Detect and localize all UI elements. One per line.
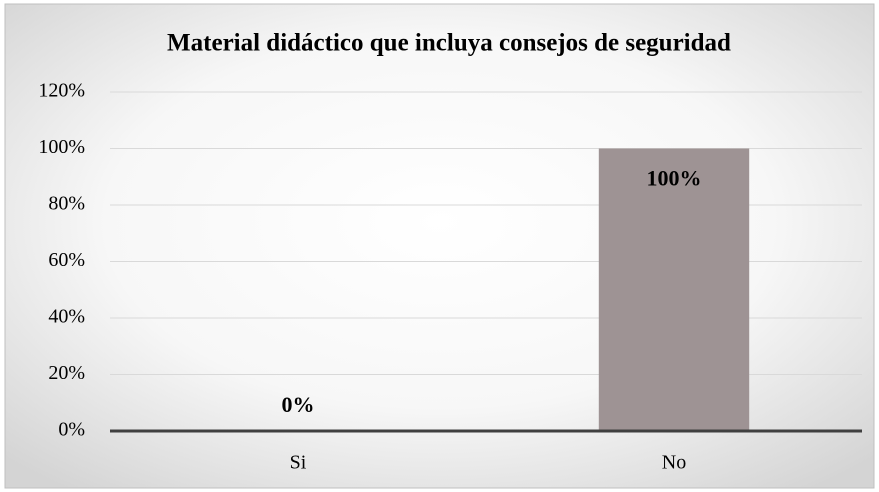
x-tick-label: Si bbox=[290, 452, 307, 474]
data-label: 0% bbox=[282, 392, 315, 417]
y-tick-label: 0% bbox=[58, 419, 85, 441]
data-label: 100% bbox=[647, 166, 702, 191]
y-tick-label: 20% bbox=[48, 362, 85, 384]
y-tick-label: 40% bbox=[48, 306, 85, 328]
y-tick-label: 60% bbox=[48, 249, 85, 271]
y-tick-label: 80% bbox=[48, 193, 85, 215]
bar bbox=[598, 148, 750, 431]
x-tick-label: No bbox=[662, 452, 686, 474]
y-tick-label: 100% bbox=[38, 136, 85, 158]
y-tick-label: 120% bbox=[38, 80, 85, 102]
chart-title: Material didáctico que incluya consejos … bbox=[167, 30, 731, 57]
